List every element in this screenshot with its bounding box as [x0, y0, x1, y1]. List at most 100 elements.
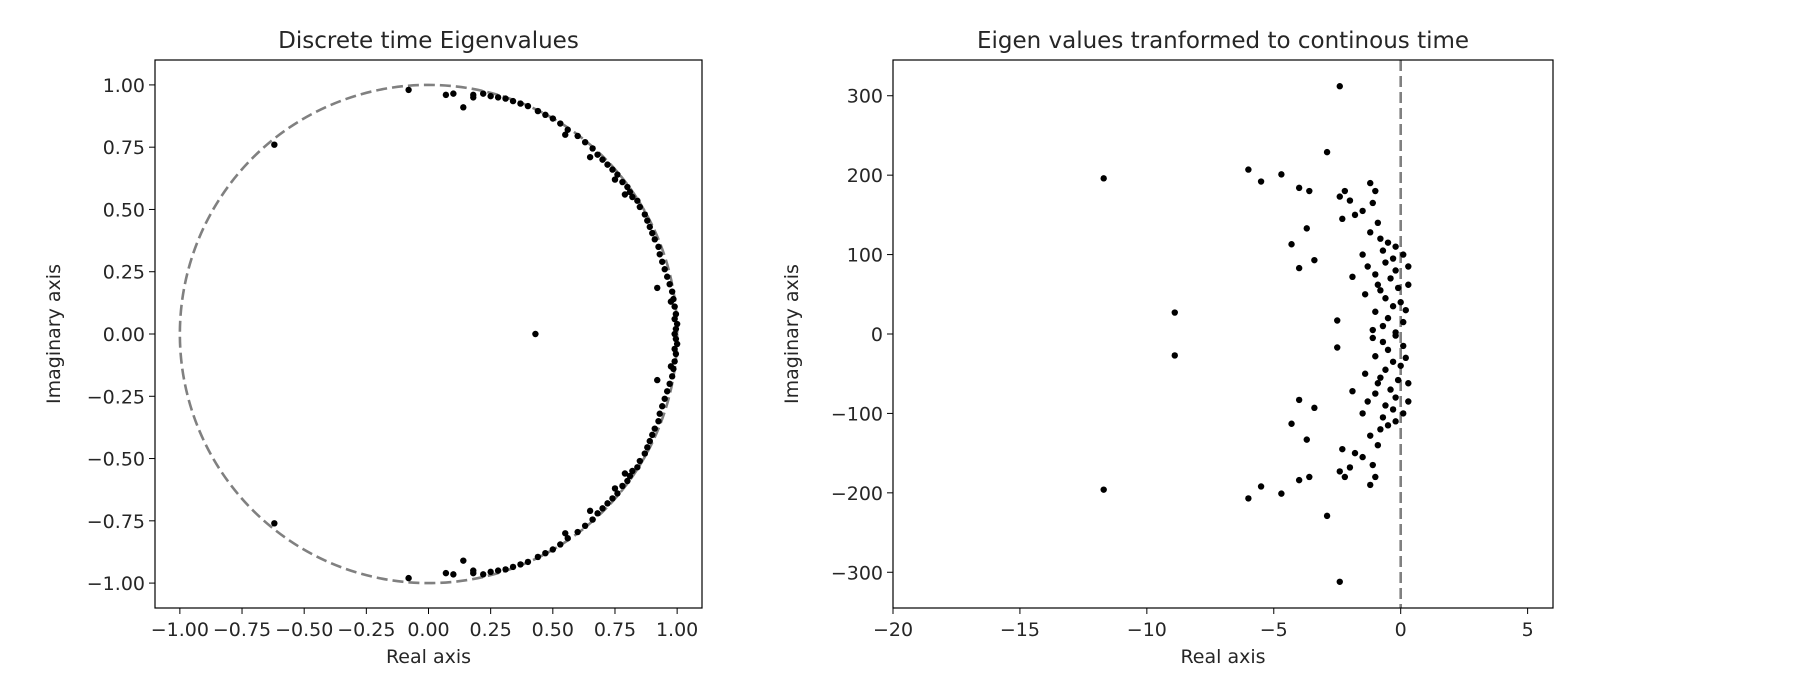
eigenvalue-point — [1311, 256, 1318, 264]
eigenvalue-point — [671, 345, 678, 353]
y-tick-label: −200 — [831, 483, 883, 505]
eigenvalue-point — [574, 132, 581, 140]
eigenvalue-point — [487, 568, 494, 576]
eigenvalue-point — [614, 490, 621, 497]
y-tick-label: 0.25 — [103, 262, 145, 284]
discrete-eigenvalue-plot: −1.00 −0.75 −0.50 −0.25 0.00 0.25 0.50 0.75 1.00… — [43, 28, 703, 668]
eigenvalue-point — [599, 505, 606, 512]
eigenvalue-point — [1392, 394, 1399, 401]
y-tick-label: −0.75 — [87, 511, 145, 533]
eigenvalue-point — [614, 171, 621, 178]
x-tick-label: 0.75 — [594, 619, 636, 641]
y-tick-label: −0.25 — [87, 386, 145, 408]
eigenvalue-point — [671, 330, 678, 338]
eigenvalue-point — [1387, 275, 1394, 282]
eigenvalue-point — [1374, 380, 1382, 387]
eigenvalue-point — [1392, 332, 1399, 339]
eigenvalue-point — [672, 310, 680, 318]
eigenvalue-point — [1334, 317, 1341, 324]
eigenvalue-point — [589, 516, 596, 523]
eigenvalue-point — [1379, 338, 1387, 346]
eigenvalue-point — [1349, 387, 1356, 395]
eigenvalue-point — [470, 91, 477, 99]
continuous-eigenvalue-plot: −20 −15 −10 −5 0 5 300 200 100 0 −100 −200 −300 Eigen… — [781, 28, 1554, 668]
eigenvalue-point — [1336, 578, 1343, 585]
eigenvalue-point — [636, 203, 644, 211]
eigenvalue-point — [609, 495, 616, 502]
eigenvalue-point — [1367, 432, 1374, 439]
eigenvalue-point — [1257, 178, 1265, 185]
eigenvalue-point — [1346, 197, 1354, 204]
eigenvalue-point — [1389, 406, 1397, 413]
eigenvalue-point — [1379, 414, 1387, 421]
eigenvalue-point — [663, 273, 671, 280]
eigenvalue-point — [1369, 461, 1376, 469]
y-tick-label: −1.00 — [87, 573, 145, 595]
eigenvalue-point — [1278, 171, 1285, 178]
y-axis-label: Imaginary axis — [43, 264, 65, 404]
eigenvalue-point — [1288, 241, 1295, 248]
eigenvalue-point — [1339, 215, 1346, 223]
eigenvalue-point — [509, 563, 517, 571]
eigenvalue-point — [564, 535, 571, 542]
eigenvalue-point — [1367, 179, 1374, 187]
y-tick-label: 200 — [847, 165, 883, 187]
eigenvalue-point — [611, 485, 619, 492]
eigenvalue-point — [651, 425, 658, 432]
eigenvalue-point — [1367, 481, 1374, 489]
eigenvalue-point — [656, 410, 663, 417]
eigenvalue-point — [604, 500, 611, 507]
eigenvalue-point — [1372, 308, 1379, 315]
y-tick-label: 0.50 — [103, 199, 145, 221]
eigenvalue-point — [524, 558, 532, 566]
eigenvalue-point — [672, 325, 680, 333]
eigenvalue-point — [1359, 251, 1366, 258]
eigenvalue-point — [661, 266, 668, 273]
eigenvalue-point — [1374, 281, 1382, 288]
eigenvalue-point — [636, 457, 644, 465]
eigenvalue-point — [1295, 396, 1303, 404]
eigenvalue-point — [271, 141, 278, 148]
chart-title: Eigen values tranformed to continous tim… — [977, 28, 1469, 54]
eigenvalue-point — [634, 197, 641, 204]
eigenvalue-point — [621, 191, 629, 198]
eigenvalue-point — [654, 284, 661, 292]
eigenvalue-point — [1361, 291, 1369, 298]
eigenvalue-point — [668, 373, 676, 380]
eigenvalue-point — [629, 193, 636, 201]
eigenvalue-point — [672, 350, 680, 358]
eigenvalue-point — [1384, 422, 1392, 429]
eigenvalue-point — [1389, 303, 1397, 310]
eigenvalue-point — [1400, 318, 1407, 326]
eigenvalue-point — [1306, 473, 1313, 481]
eigenvalue-point — [589, 145, 596, 152]
eigenvalue-point — [651, 236, 658, 243]
eigenvalue-point — [494, 94, 502, 101]
eigenvalue-point — [1379, 322, 1387, 330]
x-tick-label: 1.00 — [656, 619, 698, 641]
eigenvalue-point — [1295, 476, 1303, 484]
y-tick-label: 1.00 — [103, 75, 145, 97]
eigenvalue-point — [646, 437, 653, 445]
eigenvalue-point — [1341, 473, 1349, 481]
eigenvalue-point — [574, 528, 581, 536]
eigenvalue-point — [609, 166, 616, 173]
eigenvalue-point — [1361, 370, 1369, 377]
eigenvalue-point — [509, 97, 517, 105]
eigenvalue-point — [594, 151, 601, 158]
eigenvalue-point — [1311, 404, 1318, 412]
eigenvalue-point — [460, 104, 467, 111]
eigenvalue-point — [1384, 346, 1392, 354]
x-tick-label: −0.50 — [275, 619, 333, 641]
eigenvalue-point — [670, 365, 677, 373]
eigenvalue-point — [586, 507, 594, 515]
eigenvalue-point — [1389, 255, 1397, 262]
eigenvalue-point — [1245, 495, 1252, 502]
eigenvalue-point — [1384, 239, 1392, 246]
eigenvalue-point — [1405, 263, 1412, 270]
eigenvalue-point — [604, 161, 611, 168]
eigenvalue-point — [534, 107, 542, 115]
x-tick-label: 0.00 — [407, 619, 449, 641]
eigenvalue-point — [673, 320, 681, 328]
x-tick-label: −5 — [1260, 619, 1288, 641]
